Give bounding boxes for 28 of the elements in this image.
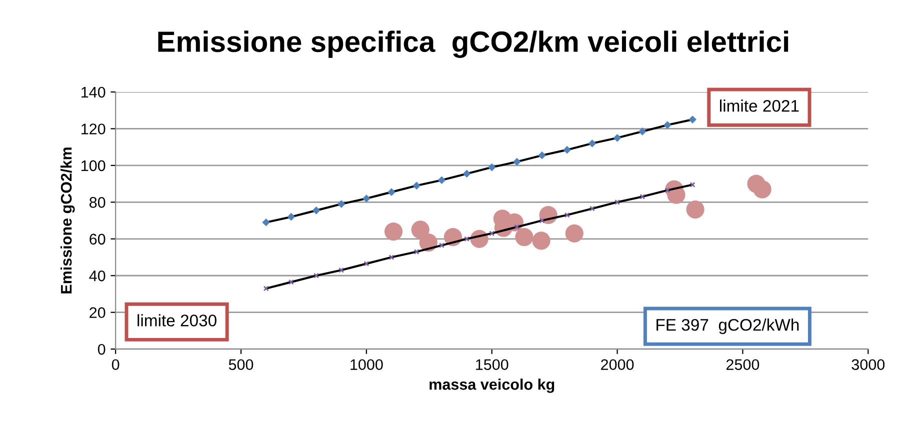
annotation: FE 397 gCO2/kWh bbox=[656, 318, 799, 334]
y-tick-label: 40 bbox=[89, 270, 106, 282]
point bbox=[532, 232, 550, 250]
annotation: limite 2030 bbox=[138, 314, 216, 326]
point bbox=[686, 200, 704, 219]
x-tick-label: 0 bbox=[112, 359, 120, 370]
point bbox=[753, 180, 772, 198]
point bbox=[411, 220, 430, 239]
y-tick-label: 140 bbox=[82, 86, 106, 98]
x-tick-label: 1500 bbox=[476, 359, 508, 370]
point bbox=[515, 228, 534, 246]
x-tick-label: 500 bbox=[228, 359, 254, 370]
x-tick-label: 2500 bbox=[726, 359, 760, 370]
y-tick-label: 0 bbox=[98, 344, 106, 355]
annotation: limite 2021 bbox=[720, 100, 799, 112]
chart-title: Emissione specifica gCO2/km veicoli elettrici bbox=[158, 30, 788, 58]
y-tick-label: 20 bbox=[90, 307, 106, 318]
x-axis-title: massa veicolo kg bbox=[430, 378, 554, 393]
y-tick-label: 120 bbox=[82, 124, 106, 134]
point bbox=[565, 224, 584, 242]
x-tick-label: 1000 bbox=[350, 359, 383, 370]
point bbox=[384, 222, 403, 241]
x-tick-label: 2000 bbox=[601, 359, 634, 370]
y-axis-title: Emissione gCO2/km bbox=[60, 148, 75, 294]
y-tick-label: 100 bbox=[82, 160, 106, 172]
y-tick-label: 80 bbox=[90, 197, 106, 208]
x-tick-label: 3000 bbox=[852, 359, 885, 370]
y-tick-label: 60 bbox=[90, 234, 106, 245]
